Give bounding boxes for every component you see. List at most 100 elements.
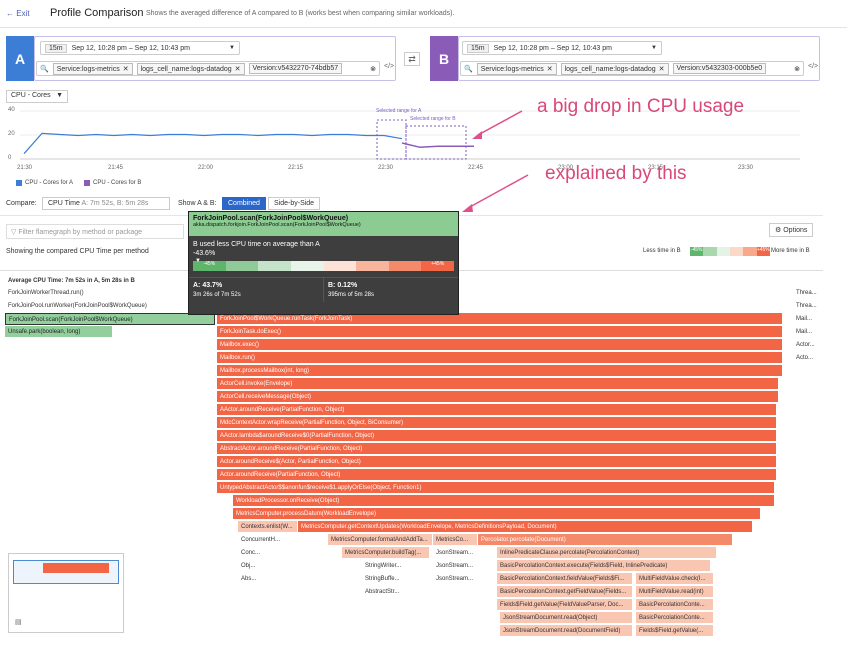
flame-frame[interactable]: Mailbox.exec() bbox=[217, 339, 783, 351]
close-icon[interactable]: ✕ bbox=[546, 65, 553, 73]
flame-frame[interactable]: BasicPercolationContext.fieldValue(Field… bbox=[497, 573, 633, 585]
flame-frame[interactable]: ConcurrentH... bbox=[238, 534, 328, 546]
compare-detail: A: 7m 52s, B: 5m 28s bbox=[81, 200, 149, 207]
tag-b-1[interactable]: logs_cell_name:logs-datadog ✕ bbox=[560, 62, 669, 75]
tag-label: Service:logs-metrics bbox=[480, 65, 544, 73]
close-icon[interactable]: ✕ bbox=[658, 65, 665, 73]
flame-frame[interactable]: UntypedAbstractActor$$anonfun$receive$1.… bbox=[217, 482, 775, 494]
tag-a-0[interactable]: Service:logs-metrics ✕ bbox=[52, 62, 133, 75]
flame-frame[interactable]: Obj... bbox=[238, 560, 338, 572]
flame-frame[interactable]: ActorCell.receiveMessage(Object) bbox=[217, 391, 779, 403]
x-tick: 23:00 bbox=[558, 165, 574, 171]
flame-frame[interactable]: AActor.aroundReceive(PartialFunction, Ob… bbox=[217, 404, 777, 416]
flame-frame[interactable]: AbstractStr... bbox=[362, 586, 432, 598]
clear-icon[interactable]: ⊗ bbox=[794, 65, 800, 73]
tag-b-2[interactable]: Version:v5432303-000b5e0 bbox=[672, 63, 767, 74]
flame-frame[interactable]: BasicPercolationContext.execute(Fields$F… bbox=[497, 560, 711, 572]
combined-button[interactable]: Combined bbox=[222, 197, 266, 210]
x-tick: 23:30 bbox=[738, 165, 754, 171]
flame-frame[interactable]: Unsafe.park(boolean, long) bbox=[5, 326, 113, 338]
cpu-chart[interactable] bbox=[0, 100, 847, 170]
flame-frame[interactable]: Actor... bbox=[793, 339, 821, 351]
tag-label: Service:logs-metrics bbox=[56, 65, 120, 73]
metric-select[interactable]: CPU - Cores ▼ bbox=[6, 90, 68, 103]
flame-frame[interactable]: Conc... bbox=[238, 547, 338, 559]
flame-frame[interactable]: WorkloadProcessor.onReceive(Object) bbox=[233, 495, 775, 507]
flame-frame[interactable]: BasicPercolationConte... bbox=[636, 612, 714, 624]
minimap-toggle-icon[interactable]: ▤ bbox=[15, 619, 22, 626]
flame-frame[interactable]: Acto... bbox=[793, 352, 821, 364]
flame-frame[interactable]: MdcContextActor.wrapReceive(PartialFunct… bbox=[217, 417, 777, 429]
filter-a[interactable]: 🔍 Service:logs-metrics ✕ logs_cell_name:l… bbox=[36, 61, 380, 76]
flame-frame[interactable]: ActorCell.invoke(Envelope) bbox=[217, 378, 779, 390]
flame-frame[interactable]: Fields$Field.getValue(... bbox=[636, 625, 714, 637]
flame-frame[interactable]: MetricsComputer.getContextUpdates(Worklo… bbox=[298, 521, 753, 533]
flame-frame[interactable]: Mail... bbox=[793, 313, 821, 325]
flame-frame[interactable]: BasicPercolationContext.getFieldValue(Fi… bbox=[497, 586, 633, 598]
flame-frame[interactable]: JsonStream... bbox=[433, 573, 493, 585]
code-icon[interactable]: </> bbox=[384, 63, 395, 70]
flame-frame[interactable]: MetricsCo... bbox=[433, 534, 478, 546]
selection-a[interactable] bbox=[376, 119, 407, 160]
time-range-b[interactable]: 15m Sep 12, 10:28 pm – Sep 12, 10:43 pm ▼ bbox=[462, 41, 662, 55]
less-label: Less time in B bbox=[643, 248, 681, 254]
flame-frame[interactable]: Mailbox.run() bbox=[217, 352, 783, 364]
options-button[interactable]: ⚙ Options bbox=[769, 223, 814, 237]
flame-frame[interactable]: AActor.lambda$aroundReceive$0(PartialFun… bbox=[217, 430, 777, 442]
flame-frame[interactable]: InlinePredicateClause.percolate(Percolat… bbox=[497, 547, 717, 559]
tooltip-title: ForkJoinPool.scan(ForkJoinPool$WorkQueue… bbox=[193, 215, 349, 222]
exit-button[interactable]: ← Exit bbox=[6, 9, 30, 18]
flame-frame[interactable]: StringWriter... bbox=[362, 560, 432, 572]
close-icon[interactable]: ✕ bbox=[122, 65, 129, 73]
legend-label: CPU - Cores for B bbox=[93, 180, 142, 186]
tag-a-1[interactable]: logs_cell_name:logs-datadog ✕ bbox=[136, 62, 245, 75]
flame-frame[interactable]: Percolator.percolate(Document) bbox=[478, 534, 733, 546]
flame-frame[interactable]: Actor.aroundReceive$(Actor, PartialFunct… bbox=[217, 456, 777, 468]
flame-frame[interactable]: StringBuffe... bbox=[362, 573, 432, 585]
legend-a[interactable]: CPU - Cores for A bbox=[16, 180, 73, 186]
flame-frame[interactable]: MultiFieldValue.read(int) bbox=[636, 586, 714, 598]
time-range-a[interactable]: 15m Sep 12, 10:28 pm – Sep 12, 10:43 pm ▼ bbox=[40, 41, 240, 55]
selection-b[interactable] bbox=[405, 125, 467, 160]
tooltip-pct: -43.6% bbox=[193, 250, 216, 257]
clear-icon[interactable]: ⊗ bbox=[370, 65, 376, 73]
flame-frame[interactable]: MetricsComputer.processDatum(WorkloadEnv… bbox=[233, 508, 761, 520]
minimap[interactable]: ▤ bbox=[8, 553, 124, 633]
flame-frame-selected[interactable]: ForkJoinPool.scan(ForkJoinPool$WorkQueue… bbox=[5, 313, 215, 325]
flame-frame[interactable]: MetricsComputer.buildTag(... bbox=[342, 547, 430, 559]
flame-frame[interactable]: Abs... bbox=[238, 573, 338, 585]
tag-label: Version:v5432270-74bdb57 bbox=[252, 65, 339, 72]
flame-frame[interactable]: Mailbox.processMailbox(int, long) bbox=[217, 365, 783, 377]
flame-frame[interactable]: Mail... bbox=[793, 326, 821, 338]
flame-frame[interactable]: ForkJoinTask.doExec() bbox=[217, 326, 783, 338]
side-by-side-button[interactable]: Side-by-Side bbox=[268, 197, 321, 210]
legend-b[interactable]: CPU - Cores for B bbox=[84, 180, 141, 186]
flame-frame[interactable]: AbstractActor.aroundReceive(PartialFunct… bbox=[217, 443, 777, 455]
show-ab-label: Show A & B: bbox=[178, 200, 217, 207]
flame-frame[interactable]: BasicPercolationConte... bbox=[636, 599, 714, 611]
flame-filter-input[interactable]: ▽ Filter flamegraph by method or package bbox=[6, 224, 184, 239]
scale-left: -45% bbox=[690, 247, 704, 256]
flamegraph[interactable]: Average CPU Time: 7m 52s in A, 5m 28s in… bbox=[0, 275, 823, 645]
flame-frame[interactable]: JsonStream... bbox=[433, 547, 493, 559]
code-icon[interactable]: </> bbox=[808, 63, 819, 70]
compare-select[interactable]: CPU Time A: 7m 52s, B: 5m 28s bbox=[42, 197, 170, 210]
swap-icon[interactable]: ⇄ bbox=[404, 52, 420, 66]
flame-frame[interactable]: Contexts.enlist(W... bbox=[238, 521, 298, 533]
y-tick: 40 bbox=[8, 107, 15, 113]
flame-frame[interactable]: Actor.aroundReceive(PartialFunction, Obj… bbox=[217, 469, 777, 481]
close-icon[interactable]: ✕ bbox=[234, 65, 241, 73]
flame-frame[interactable]: Fields$Field.getValue(FieldValueParser, … bbox=[497, 599, 633, 611]
flame-frame[interactable]: MultiFieldValue.check(I... bbox=[636, 573, 714, 585]
scale-marker-icon: ▼ bbox=[195, 258, 201, 264]
flame-frame[interactable]: MetricsComputer.formatAndAddTa... bbox=[328, 534, 433, 546]
flame-frame[interactable]: JsonStream... bbox=[433, 560, 493, 572]
flame-frame[interactable]: ForkJoinPool$WorkQueue.runTask(ForkJoinT… bbox=[217, 313, 783, 325]
tag-a-2[interactable]: Version:v5432270-74bdb57 bbox=[248, 63, 343, 74]
flame-frame[interactable]: Threa... bbox=[793, 300, 821, 312]
flame-frame[interactable]: JsonStreamDocument.read(Object) bbox=[500, 612, 633, 624]
flame-frame[interactable]: Threa... bbox=[793, 287, 821, 299]
tag-b-0[interactable]: Service:logs-metrics ✕ bbox=[476, 62, 557, 75]
flame-frame[interactable]: JsonStreamDocument.read(DocumentField) bbox=[500, 625, 633, 637]
filter-b[interactable]: 🔍 Service:logs-metrics ✕ logs_cell_name:l… bbox=[460, 61, 804, 76]
